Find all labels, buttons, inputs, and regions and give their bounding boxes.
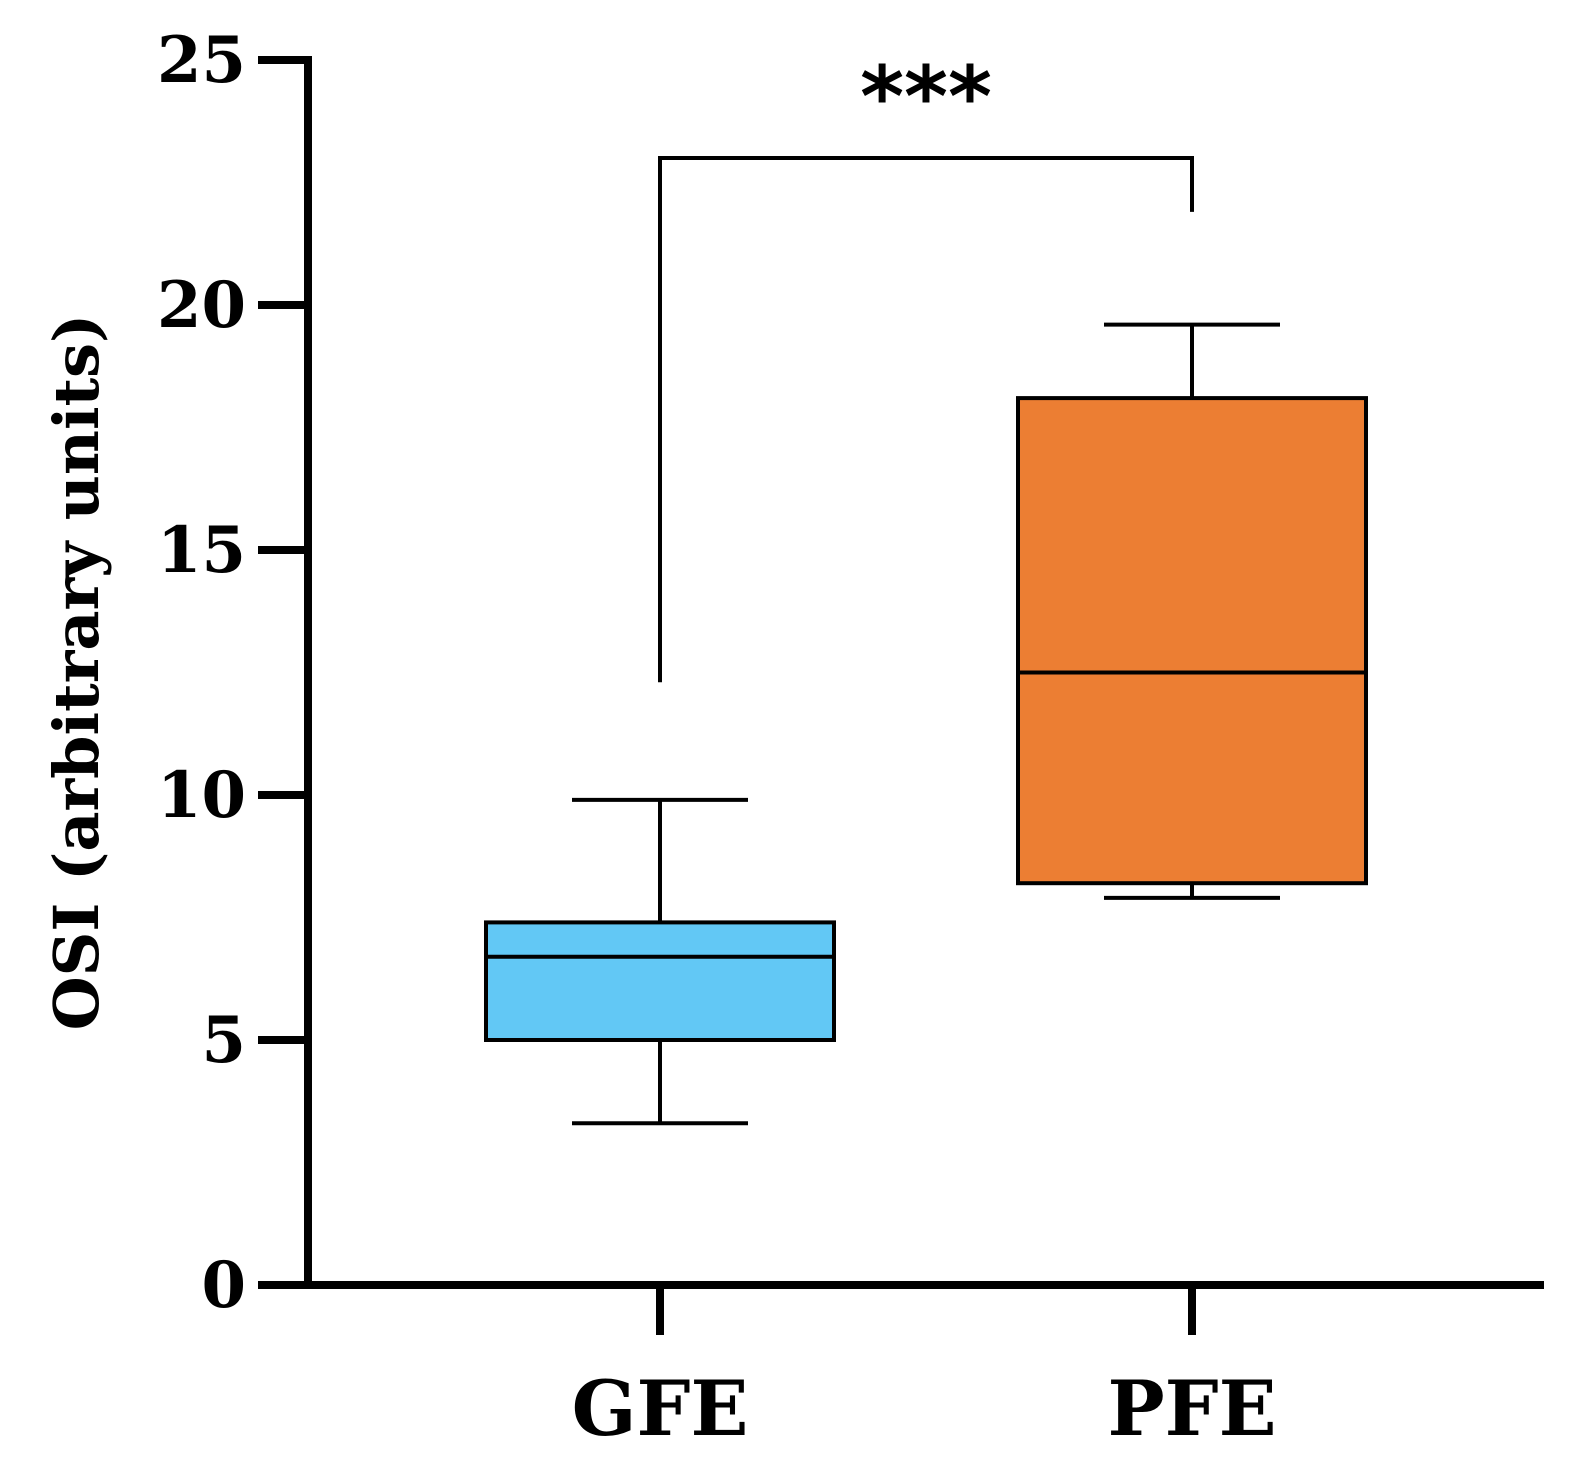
box-pfe	[1016, 322, 1368, 900]
y-tick-label-15: 15	[157, 513, 246, 588]
annotations: ***	[658, 48, 1194, 683]
significance-bracket	[658, 156, 1194, 683]
x-tick-label-pfe: PFE	[1107, 1364, 1276, 1453]
y-tick-label-25: 25	[157, 23, 246, 98]
y-ticks: 0 5 10 15 20 25	[157, 23, 308, 1323]
iqr-box-pfe	[1016, 396, 1368, 886]
y-tick-label-10: 10	[157, 758, 246, 833]
y-tick-label-20: 20	[157, 268, 246, 343]
y-axis-title: OSI (arbitrary units)	[40, 314, 113, 1031]
x-ticks: GFE PFE	[572, 1285, 1277, 1453]
y-tick-label-0: 0	[201, 1248, 246, 1323]
axes	[304, 56, 1544, 1289]
boxes	[484, 322, 1368, 1126]
box-gfe	[484, 797, 836, 1126]
iqr-box-gfe	[484, 920, 836, 1043]
significance-label: ***	[860, 48, 992, 146]
x-tick-label-gfe: GFE	[572, 1364, 749, 1453]
y-tick-label-5: 5	[201, 1003, 246, 1078]
